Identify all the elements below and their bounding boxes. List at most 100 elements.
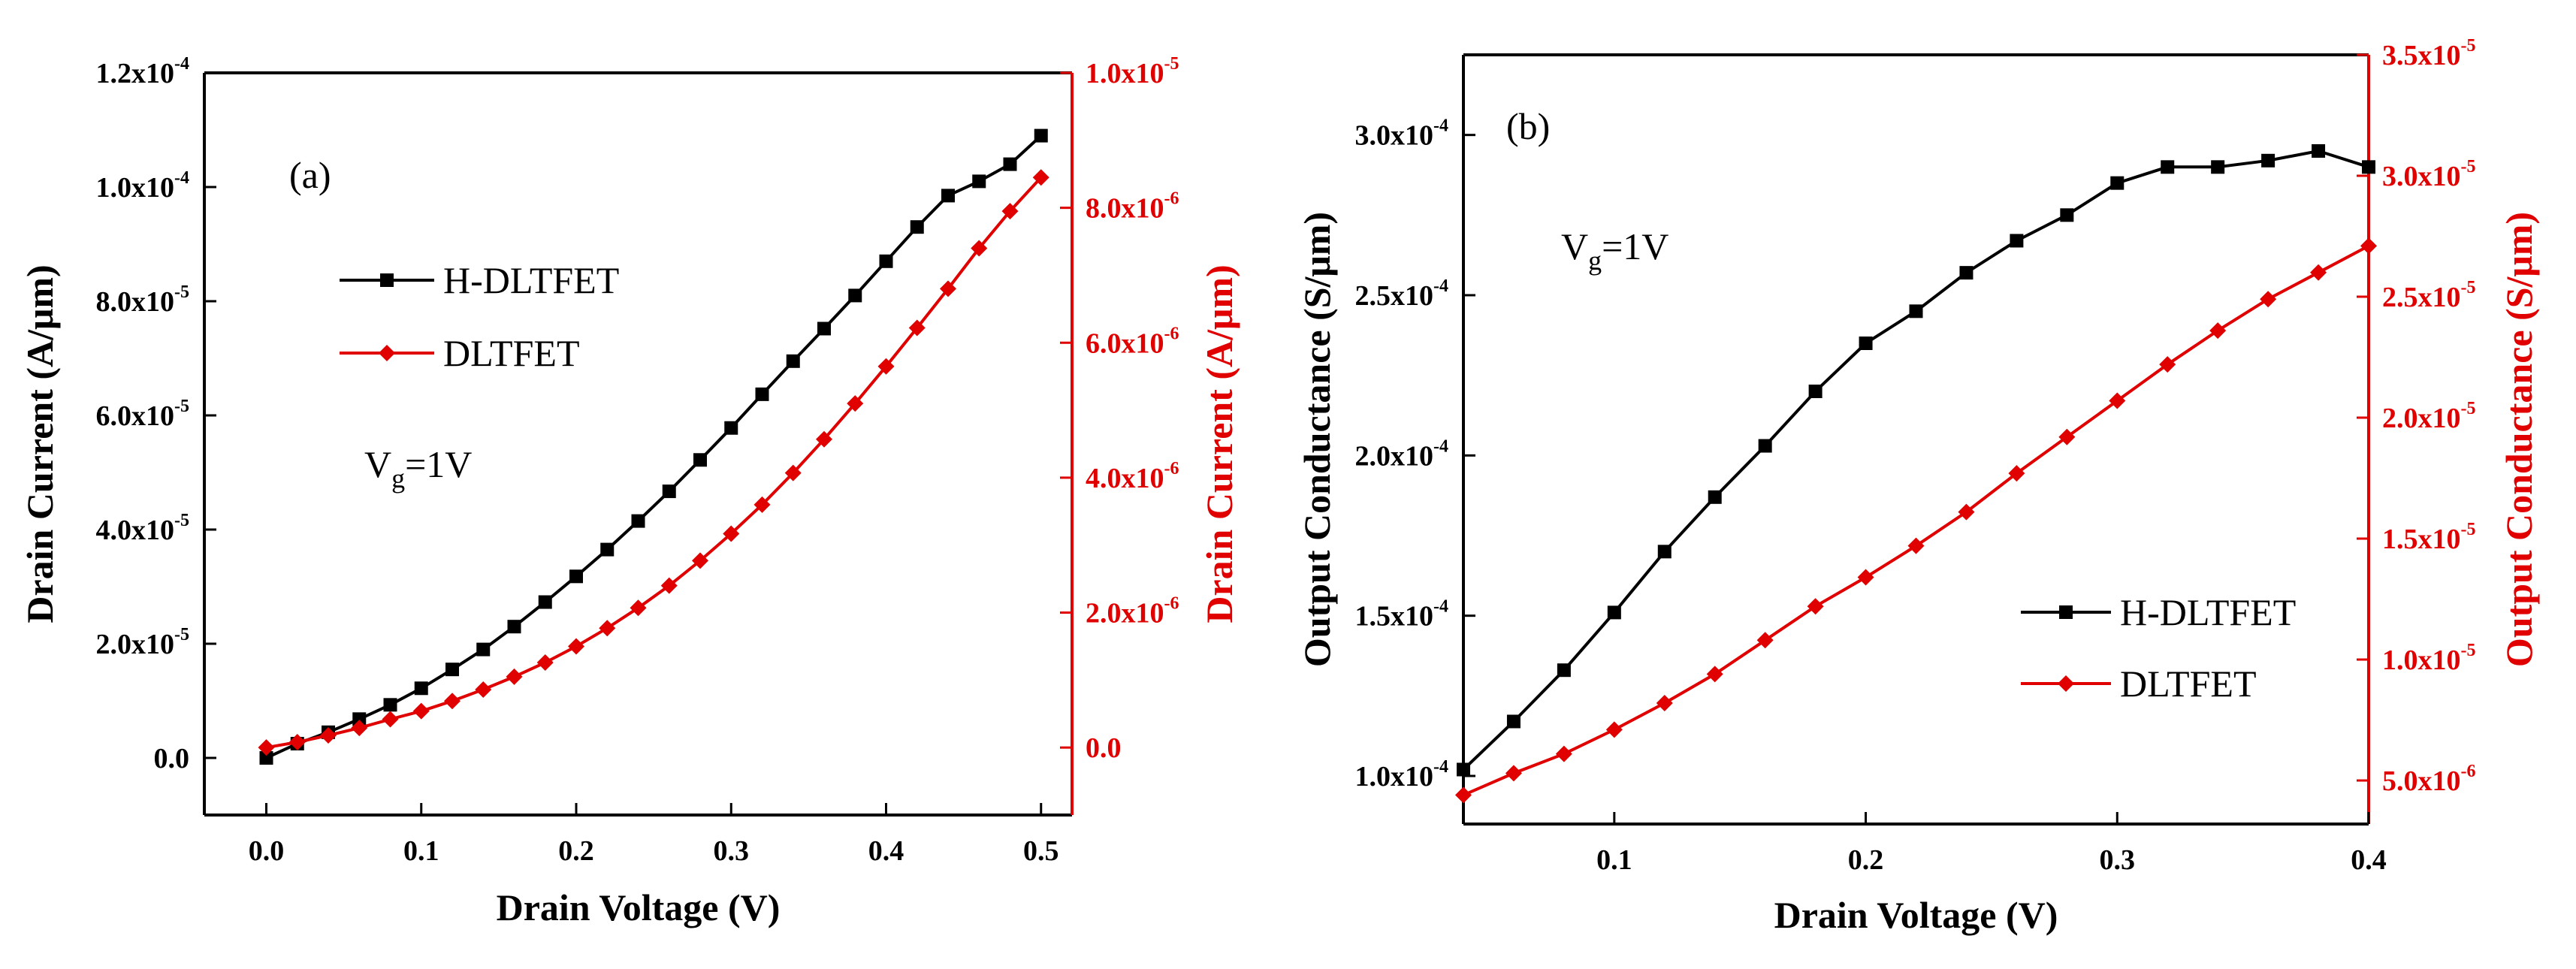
legend-marker — [380, 273, 394, 287]
y-left-tick-label: 2.0x10-4 — [1355, 436, 1449, 472]
y-left-tick-label-main: 2.0x10 — [1355, 440, 1434, 472]
data-point-dltfet — [599, 620, 616, 637]
y-right-axis-title: Drain Current (A/μm) — [1198, 264, 1240, 623]
series-dltfet — [258, 169, 1049, 756]
x-tick-label: 0.0 — [249, 835, 285, 867]
y-left-tick-label-main: 6.0x10 — [96, 400, 175, 432]
y-right-tick-label-main: 4.0x10 — [1086, 463, 1164, 494]
data-point-h-dltfet — [476, 642, 491, 657]
data-point-h-dltfet — [2312, 144, 2326, 158]
data-point-dltfet — [1555, 745, 1572, 762]
y-right-tick-label-main: 5.0x10 — [2382, 765, 2461, 797]
data-point-dltfet — [444, 693, 461, 710]
y-right-tick-label-main: 6.0x10 — [1086, 328, 1164, 359]
data-point-h-dltfet — [817, 321, 831, 336]
panel-a: 0.0 0.1 0.2 0.3 0.4 0.50.02.0x10-54.0x10-56.0… — [19, 54, 1240, 928]
y-left-tick-label-main: 8.0x10 — [96, 286, 175, 318]
series-h-dltfet — [1457, 144, 2375, 777]
data-point-dltfet — [940, 280, 956, 297]
y-left-tick-label-main: 2.5x10 — [1355, 280, 1434, 312]
x-tick-label: 0.4 — [2351, 844, 2387, 876]
data-point-h-dltfet — [352, 712, 367, 726]
y-left-tick-label-main: 2.0x10 — [96, 629, 175, 660]
data-point-dltfet — [1756, 632, 1774, 649]
data-point-h-dltfet — [538, 595, 552, 609]
data-point-h-dltfet — [600, 542, 615, 557]
data-point-dltfet — [536, 654, 554, 672]
y-left-tick-label-sup: -4 — [1433, 276, 1448, 296]
data-point-dltfet — [2008, 465, 2025, 482]
y-left-tick-label-sup: -5 — [174, 397, 189, 416]
y-left-tick-label-main: 1.0x10 — [1355, 761, 1434, 792]
data-point-dltfet — [1958, 503, 1975, 521]
data-point-dltfet — [1807, 598, 1824, 615]
y-left-tick-label-sup: -4 — [1433, 757, 1448, 777]
data-point-dltfet — [1605, 721, 1623, 738]
x-tick-label: 0.3 — [714, 835, 750, 867]
data-point-h-dltfet — [941, 189, 955, 203]
data-point-h-dltfet — [2010, 234, 2024, 248]
series-line-dltfet — [1463, 244, 2369, 797]
y-left-tick-label-sup: -4 — [1433, 116, 1448, 136]
y-left-tick-label: 2.5x10-4 — [1355, 276, 1449, 312]
data-point-h-dltfet — [2261, 153, 2276, 168]
data-point-h-dltfet — [662, 484, 676, 499]
y-right-tick-label-sup: -5 — [2461, 641, 2476, 660]
data-point-dltfet — [2360, 237, 2377, 255]
x-tick-label: 0.1 — [1596, 844, 1632, 876]
gate-voltage-annotation-sub: g — [1588, 246, 1602, 276]
y-right-tick-label-sup: -6 — [1164, 324, 1179, 343]
data-point-dltfet — [2109, 392, 2126, 409]
y-right-tick-label-sup: -6 — [1164, 594, 1179, 614]
y-right-tick-label: 5.0x10-6 — [2382, 762, 2476, 797]
y-left-tick-label-sup: -4 — [1433, 436, 1448, 456]
y-left-tick-label-sup: -4 — [174, 54, 189, 74]
y-right-tick-label: 2.0x10-6 — [1086, 594, 1179, 629]
gate-voltage-annotation-rest: =1V — [405, 443, 472, 485]
y-right-tick-label: 8.0x10-6 — [1086, 189, 1179, 225]
data-point-dltfet — [412, 702, 430, 720]
x-tick-label: 0.5 — [1023, 835, 1059, 867]
y-right-tick-label-sup: -5 — [2461, 36, 2476, 56]
y-right-tick-label-sup: -5 — [1164, 54, 1179, 74]
legend-entry-h-dltfet: H-DLTFET — [2021, 591, 2296, 633]
data-point-dltfet — [2159, 356, 2176, 373]
y-right-tick-label-main: 3.5x10 — [2382, 40, 2461, 71]
gate-voltage-annotation-main: V — [1561, 225, 1588, 267]
data-point-h-dltfet — [879, 254, 893, 268]
data-point-h-dltfet — [1034, 128, 1048, 143]
data-point-dltfet — [630, 599, 647, 617]
y-right-tick-label-main: 1.5x10 — [2382, 524, 2461, 555]
legend-entry-dltfet: DLTFET — [340, 332, 580, 374]
data-point-dltfet — [660, 577, 678, 594]
y-right-tick-label: 1.0x10-5 — [2382, 641, 2476, 676]
data-point-h-dltfet — [507, 620, 521, 634]
y-left-tick-label: 3.0x10-4 — [1355, 116, 1449, 152]
y-right-tick-label-main: 8.0x10 — [1086, 193, 1164, 225]
data-point-h-dltfet — [1657, 545, 1672, 559]
gate-voltage-annotation: Vg=1V — [364, 443, 472, 494]
data-point-dltfet — [816, 430, 832, 448]
y-left-tick-label: 0.0 — [154, 743, 190, 774]
data-point-dltfet — [908, 319, 926, 337]
data-point-h-dltfet — [1758, 439, 1772, 453]
data-point-dltfet — [1455, 786, 1472, 804]
y-left-tick-label: 1.2x10-4 — [96, 54, 190, 89]
data-point-h-dltfet — [2362, 160, 2375, 174]
data-point-h-dltfet — [2060, 208, 2074, 222]
gate-voltage-annotation-main: V — [364, 443, 391, 485]
panel-label: (b) — [1506, 105, 1550, 147]
y-left-tick-label-main: 1.0x10 — [96, 172, 175, 204]
data-point-dltfet — [847, 395, 864, 412]
y-right-tick-label: 1.0x10-5 — [1086, 54, 1179, 89]
y-left-tick-label: 6.0x10-5 — [96, 397, 190, 432]
legend-entry-dltfet: DLTFET — [2021, 663, 2257, 705]
x-tick-label: 0.2 — [558, 835, 594, 867]
legend-label: DLTFET — [443, 332, 580, 374]
y-left-tick-label-main: 1.5x10 — [1355, 601, 1434, 632]
y-right-tick-label: 3.5x10-5 — [2382, 36, 2476, 71]
y-left-tick-label: 1.0x10-4 — [1355, 757, 1449, 792]
y-left-tick-label-sup: -5 — [174, 625, 189, 644]
